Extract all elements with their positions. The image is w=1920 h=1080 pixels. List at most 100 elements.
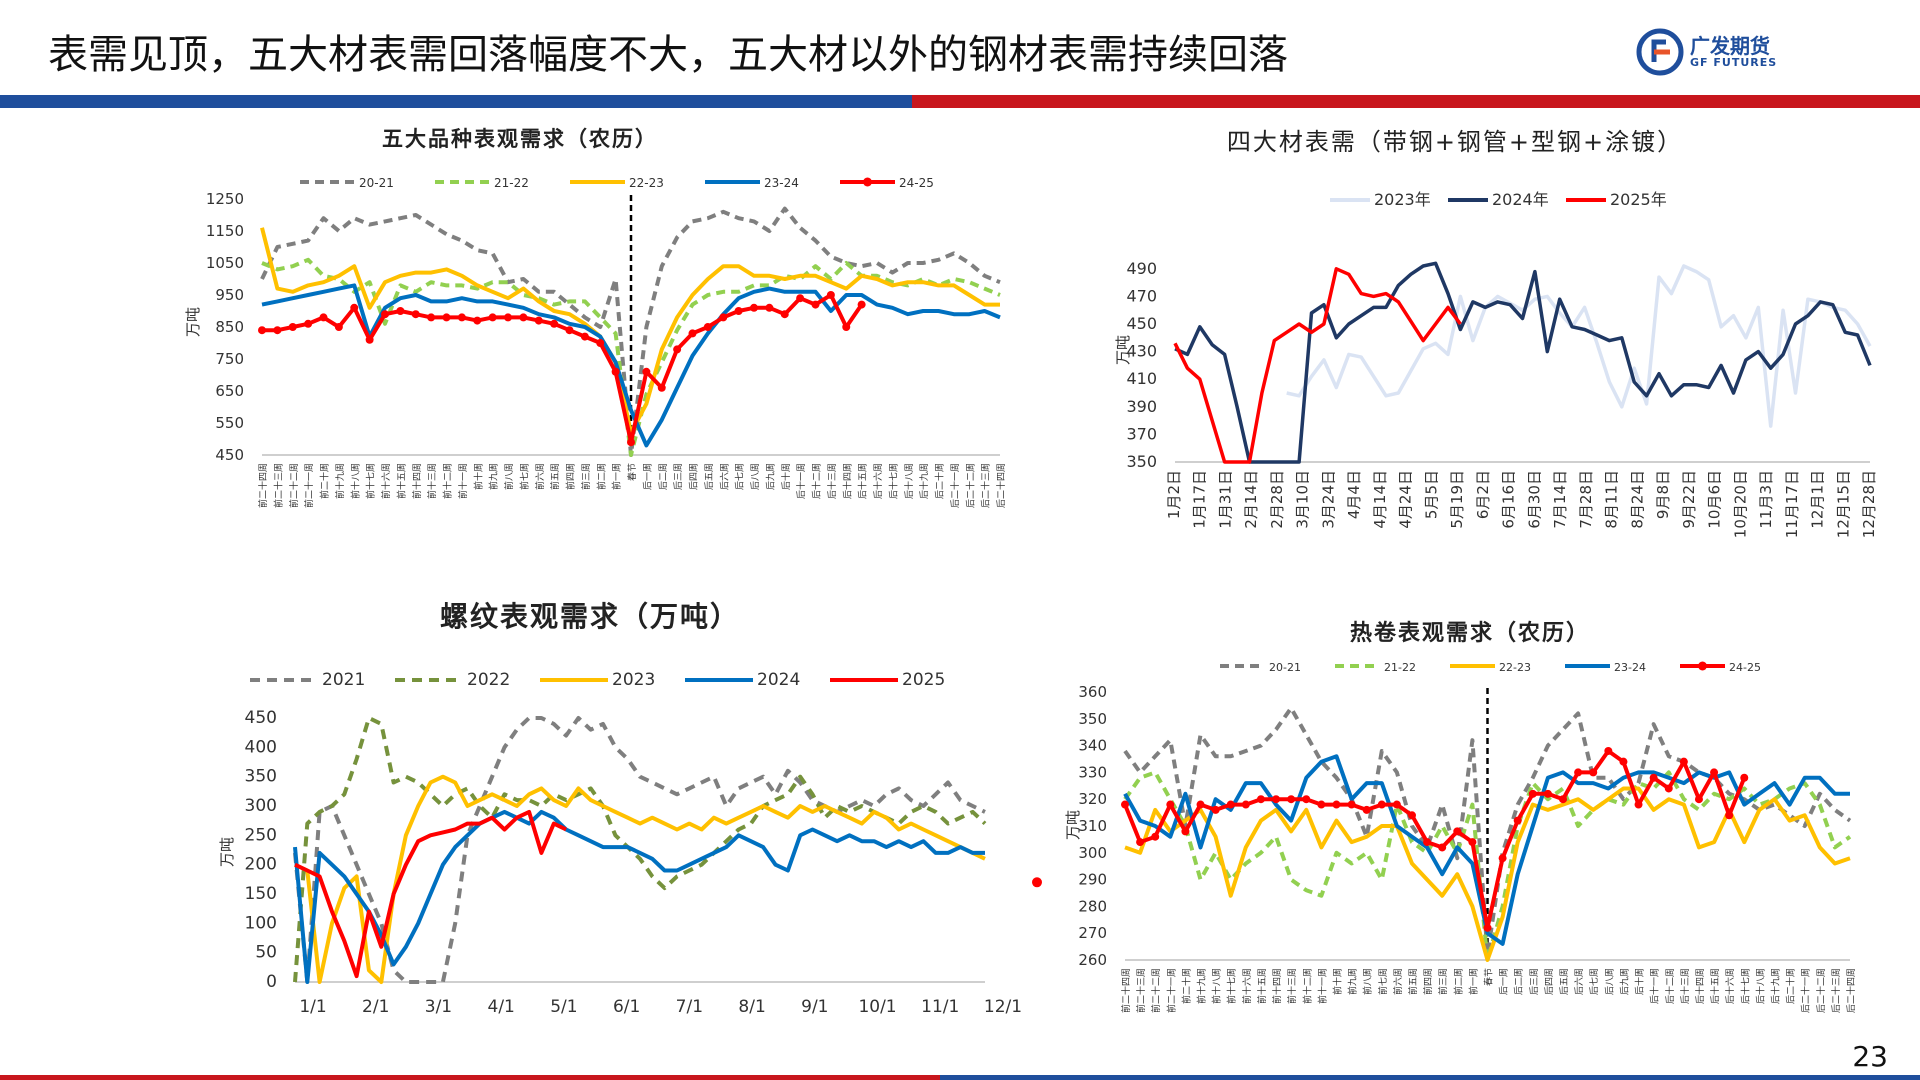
- x-tick-label-five: 后十一周: [795, 463, 807, 499]
- data-point-hrc: [1543, 789, 1552, 798]
- header-bar-red: [912, 95, 1920, 108]
- x-tick-label-five: 前十八周: [349, 463, 361, 499]
- x-tick-label-five: 后五周: [704, 463, 715, 490]
- x-tick-label-hrc: 前七周: [1377, 968, 1389, 995]
- x-tick-label-five: 前十一周: [457, 463, 469, 499]
- y-tick-label-hrc: 320: [1078, 790, 1107, 808]
- y-tick-label-rebar: 300: [245, 796, 277, 816]
- data-point-hrc: [1574, 768, 1583, 777]
- data-point-five: [611, 367, 620, 376]
- data-point-hrc: [1181, 827, 1190, 836]
- data-point-five: [719, 313, 728, 322]
- y-tick-label-rebar: 0: [266, 972, 277, 992]
- isolated-point-hrc: [1032, 877, 1042, 888]
- y-tick-label-hrc: 360: [1078, 683, 1107, 701]
- footer-bar-blue: [940, 1075, 1920, 1080]
- x-tick-label-five: 后四周: [689, 463, 700, 490]
- chart-title-five: 五大品种表观需求（农历）: [382, 127, 658, 151]
- x-tick-label-five: 后十六周: [872, 463, 884, 499]
- x-tick-label-five: 后十五周: [857, 463, 869, 499]
- data-point-hrc: [1256, 795, 1265, 804]
- x-tick-label-rebar: 4/1: [488, 997, 515, 1017]
- data-point-hrc: [1740, 773, 1749, 782]
- x-tick-label-hrc: 前六周: [1392, 968, 1404, 995]
- x-tick-label-four: 5月19日: [1448, 470, 1466, 529]
- y-tick-label-rebar: 400: [245, 737, 277, 757]
- x-tick-label-five: 后一周: [642, 463, 653, 490]
- x-tick-label-five: 春节: [626, 463, 638, 481]
- data-point-five: [411, 310, 420, 319]
- x-tick-label-rebar: 9/1: [801, 997, 828, 1017]
- x-tick-label-rebar: 10/1: [858, 997, 896, 1017]
- x-tick-label-five: 后二十三周: [980, 463, 992, 508]
- x-tick-label-hrc: 后二十二周: [1815, 968, 1827, 1013]
- x-tick-label-rebar: 3/1: [425, 997, 452, 1017]
- series-line-rebar-2022: [293, 716, 987, 983]
- x-tick-label-four: 1月2日: [1165, 470, 1183, 519]
- data-point-five: [565, 326, 574, 335]
- data-point-five: [796, 294, 805, 303]
- x-tick-label-hrc: 后七周: [1589, 968, 1600, 995]
- x-tick-label-five: 后二十一周: [949, 463, 961, 508]
- x-tick-label-four: 11月17日: [1783, 470, 1801, 538]
- x-tick-label-five: 后二十周: [934, 463, 946, 499]
- x-tick-label-hrc: 前二十一周: [1165, 968, 1177, 1013]
- data-point-five: [334, 323, 343, 331]
- x-tick-label-five: 前二周: [595, 463, 607, 490]
- x-tick-label-hrc: 前十四周: [1271, 968, 1283, 1004]
- x-tick-label-five: 后二十二周: [964, 463, 976, 508]
- x-tick-label-five: 后十周: [780, 463, 792, 490]
- x-tick-label-four: 4月24日: [1397, 470, 1415, 529]
- y-tick-label-five: 650: [215, 382, 244, 400]
- x-tick-label-five: 前四周: [565, 463, 577, 490]
- x-tick-label-hrc: 后十三周: [1679, 968, 1691, 1004]
- data-point-five: [534, 316, 543, 325]
- x-tick-label-hrc: 后六周: [1573, 968, 1585, 995]
- x-tick-label-four: 9月22日: [1680, 470, 1698, 529]
- x-tick-label-five: 后三周: [673, 463, 684, 490]
- y-axis-label-rebar: 万吨: [218, 837, 236, 867]
- y-tick-label-hrc: 270: [1078, 924, 1107, 942]
- data-point-five: [396, 307, 405, 315]
- y-tick-label-hrc: 290: [1078, 871, 1107, 889]
- y-tick-label-four: 410: [1126, 369, 1157, 388]
- data-point-five: [750, 303, 758, 312]
- data-point-hrc: [1498, 854, 1507, 863]
- x-tick-label-five: 前二十四周: [257, 463, 269, 508]
- data-point-five: [765, 303, 774, 312]
- data-point-hrc: [1710, 768, 1719, 777]
- data-point-hrc: [1407, 811, 1416, 820]
- logo-text-cn: 广发期货: [1690, 34, 1770, 58]
- x-tick-label-four: 8月24日: [1628, 470, 1646, 529]
- y-tick-label-hrc: 300: [1078, 844, 1107, 862]
- x-tick-label-four: 2月28日: [1268, 470, 1286, 529]
- data-point-hrc: [1226, 800, 1235, 809]
- series-line-four-2024年: [1174, 261, 1872, 464]
- legend-label-rebar: 2021: [322, 670, 365, 690]
- x-tick-label-four: 1月17日: [1191, 470, 1209, 529]
- x-tick-label-five: 前十二周: [442, 463, 454, 499]
- y-tick-label-rebar: 450: [245, 708, 277, 728]
- x-tick-label-four: 6月16日: [1500, 470, 1518, 529]
- x-tick-label-hrc: 前十二周: [1301, 968, 1313, 1004]
- x-tick-label-hrc: 后十四周: [1694, 968, 1706, 1004]
- data-point-five: [350, 303, 359, 312]
- x-tick-label-five: 前七周: [518, 463, 530, 490]
- x-tick-label-hrc: 后二十四周: [1845, 968, 1857, 1013]
- x-tick-label-hrc: 前二十三周: [1135, 968, 1147, 1013]
- y-tick-label-five: 1250: [206, 190, 244, 208]
- x-tick-label-five: 后九周: [765, 463, 776, 490]
- series-line-rebar-2021: [293, 716, 986, 984]
- data-point-hrc: [1513, 816, 1522, 825]
- x-tick-label-five: 前五周: [549, 463, 561, 490]
- legend-label-four: 2023年: [1374, 190, 1431, 209]
- data-point-five: [811, 300, 820, 309]
- data-point-hrc: [1241, 800, 1250, 809]
- series-line-hrc-23-24: [1123, 754, 1850, 946]
- y-tick-label-five: 450: [215, 446, 244, 464]
- data-point-five: [857, 300, 866, 309]
- legend-label-four: 2024年: [1492, 190, 1549, 209]
- x-tick-label-five: 后十三周: [826, 463, 838, 499]
- data-point-hrc: [1649, 773, 1658, 782]
- x-tick-label-four: 11月3日: [1757, 470, 1775, 529]
